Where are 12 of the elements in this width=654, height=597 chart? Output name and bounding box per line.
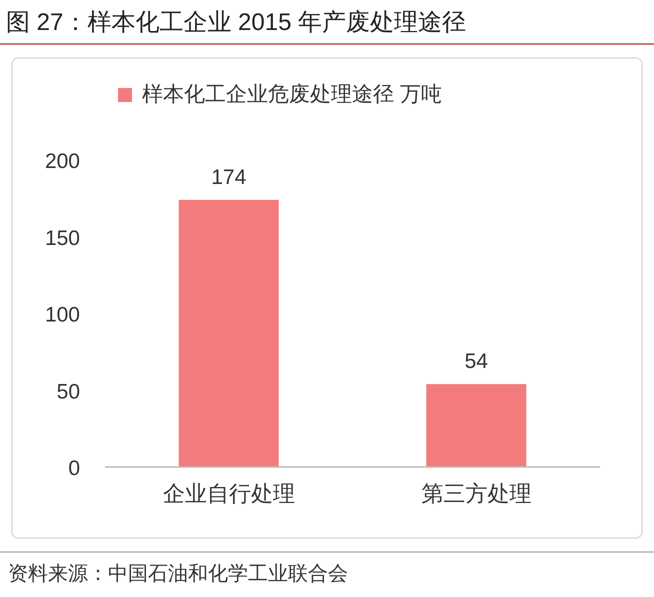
x-tick-label: 第三方处理 bbox=[421, 481, 532, 506]
y-tick-label: 100 bbox=[44, 304, 80, 326]
data-label: 54 bbox=[464, 350, 488, 374]
y-tick-label: 50 bbox=[56, 380, 80, 404]
x-tick-label: 企业自行处理 bbox=[162, 481, 295, 506]
legend-label: 样本化工企业危废处理途径 万吨 bbox=[142, 83, 442, 106]
y-tick-label: 200 bbox=[44, 150, 80, 173]
chart-title: 图 27：样本化工企业 2015 年产废处理途径 bbox=[6, 9, 466, 36]
y-tick-label: 150 bbox=[44, 226, 80, 250]
text: 资料来源：中国石油和化学工业联合会 bbox=[8, 563, 348, 585]
y-tick-label: 0 bbox=[68, 457, 80, 480]
data-label: 174 bbox=[211, 166, 247, 189]
